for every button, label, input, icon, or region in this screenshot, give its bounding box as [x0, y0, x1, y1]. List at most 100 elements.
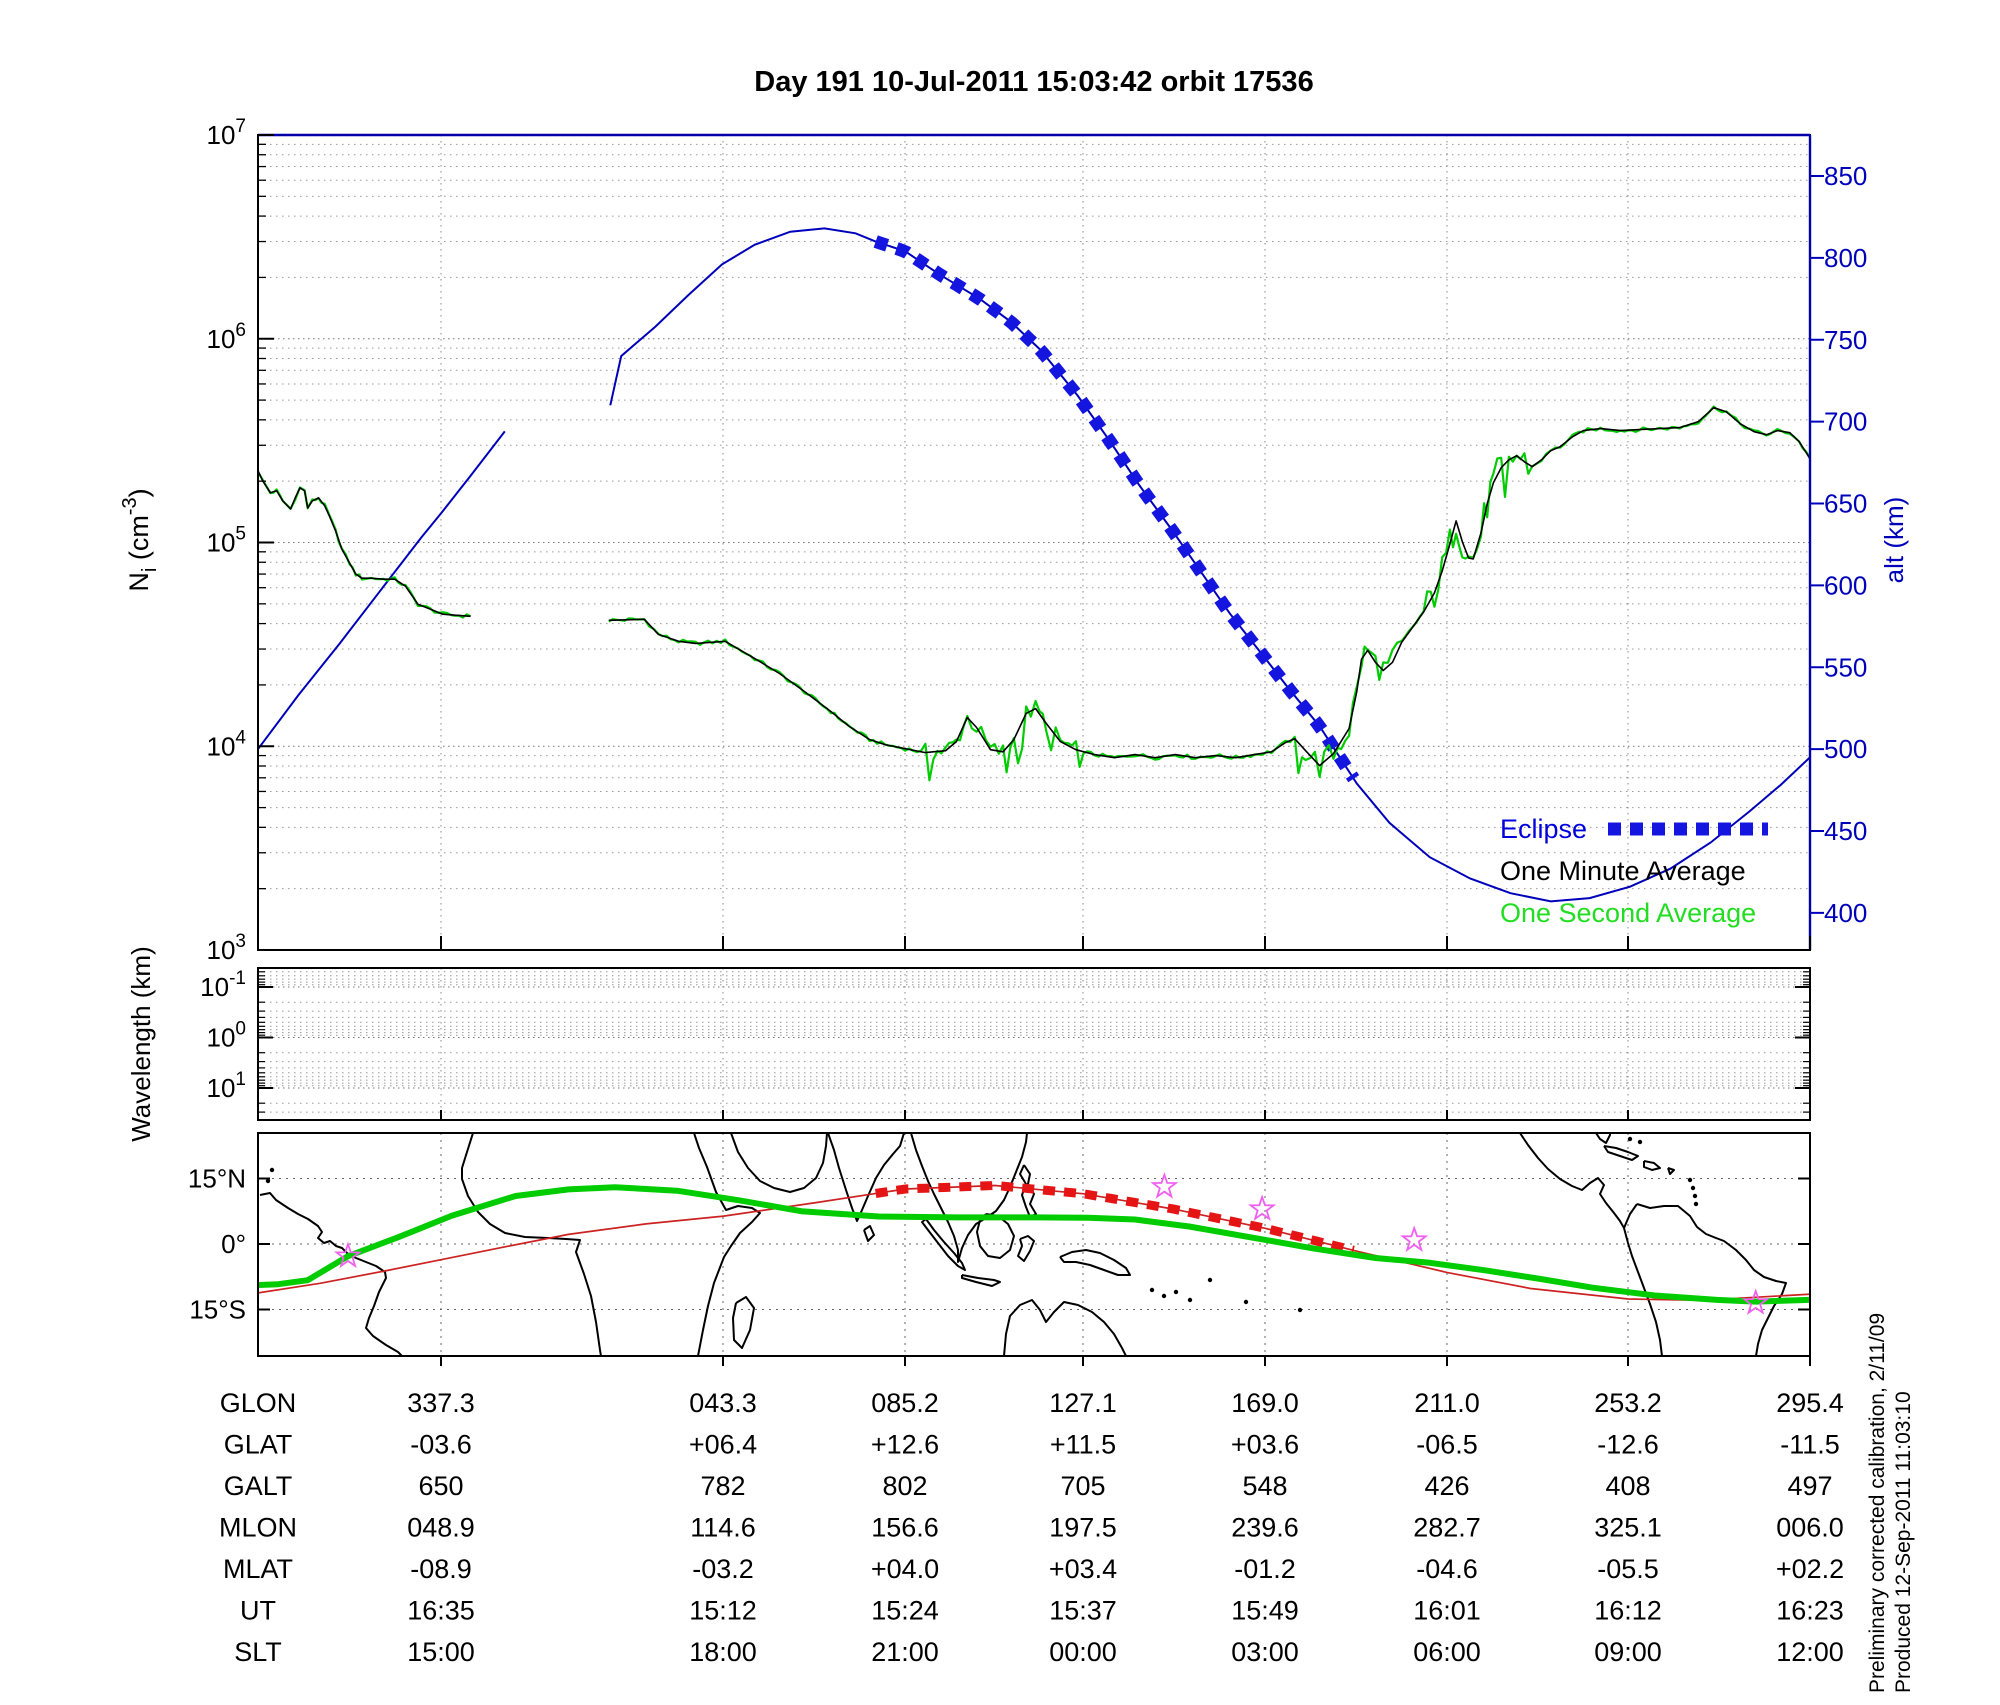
alt-tick-label: 700: [1824, 407, 1867, 437]
coastline: [1017, 1235, 1035, 1262]
dip-equator-track: [259, 1184, 1809, 1305]
map-lat-label: 15°N: [188, 1163, 246, 1193]
side-note-calibration: Preliminary corrected calibration, 2/11/…: [1866, 1313, 1889, 1693]
coastline: [961, 1274, 1001, 1287]
map-lat-label: 15°S: [189, 1295, 246, 1325]
table-cell-slt-5: 06:00: [1413, 1637, 1481, 1667]
coastline: [921, 1218, 966, 1271]
coastline: [693, 1134, 761, 1355]
table-cell-galt-7: 497: [1787, 1471, 1832, 1501]
island-dot: [1149, 1287, 1155, 1293]
side-note-produced: Produced 12-Sep-2011 11:03:10: [1892, 1391, 1915, 1693]
table-cell-slt-7: 12:00: [1776, 1637, 1844, 1667]
table-cell-glon-3: 127.1: [1049, 1388, 1117, 1418]
chart-title: Day 191 10-Jul-2011 15:03:42 orbit 17536: [754, 66, 1313, 98]
table-row-label-glat: GLAT: [224, 1430, 293, 1460]
gridlines: [258, 135, 1811, 1356]
table-cell-mlon-4: 239.6: [1231, 1513, 1299, 1543]
coastline: [863, 1225, 875, 1242]
table-cell-galt-2: 802: [882, 1471, 927, 1501]
one-minute-average-curve: [259, 471, 471, 618]
table-cell-mlon-3: 197.5: [1049, 1513, 1117, 1543]
coastline: [461, 1134, 602, 1355]
altitude-curve: [609, 227, 1809, 903]
density-tick-label: 103: [207, 931, 247, 965]
table-cell-galt-1: 782: [700, 1471, 745, 1501]
density-axis-label: Ni (cm-3): [119, 488, 161, 591]
table-row-label-mlat: MLAT: [223, 1554, 293, 1584]
coastline: [1595, 1134, 1611, 1144]
map-lat-label: 0°: [221, 1229, 246, 1259]
table-cell-mlat-6: -05.5: [1597, 1554, 1659, 1584]
table-cell-mlon-6: 325.1: [1594, 1513, 1662, 1543]
table-cell-galt-3: 705: [1060, 1471, 1105, 1501]
island-dot: [1692, 1193, 1698, 1199]
table-cell-glon-0: 337.3: [407, 1388, 475, 1418]
table-cell-mlat-1: -03.2: [692, 1554, 754, 1584]
table-cell-galt-0: 650: [418, 1471, 463, 1501]
table-cell-slt-3: 00:00: [1049, 1637, 1117, 1667]
density-tick-label: 107: [207, 116, 247, 150]
one-second-average-curve: [259, 471, 472, 619]
table-cell-slt-1: 18:00: [689, 1637, 757, 1667]
density-tick-label: 104: [207, 727, 247, 761]
table-cell-ut-6: 16:12: [1594, 1596, 1662, 1626]
table-row-label-glon: GLON: [220, 1388, 297, 1418]
table-cell-glon-2: 085.2: [871, 1388, 939, 1418]
alt-tick-label: 850: [1824, 161, 1867, 191]
table-cell-ut-7: 16:23: [1776, 1596, 1844, 1626]
table-cell-ut-0: 16:35: [407, 1596, 475, 1626]
table-cell-ut-2: 15:24: [871, 1596, 939, 1626]
table-cell-mlat-4: -01.2: [1234, 1554, 1296, 1584]
data-curves: [259, 227, 1809, 903]
table-cell-glat-3: +11.5: [1050, 1430, 1116, 1460]
table-cell-slt-2: 21:00: [871, 1637, 939, 1667]
one-second-average-curve: [608, 405, 1809, 782]
wavelength-panel-frame: [257, 967, 1811, 1121]
alt-tick-label: 800: [1824, 243, 1867, 273]
table-cell-glon-7: 295.4: [1776, 1388, 1844, 1418]
altitude-curve: [259, 430, 506, 750]
island-dot: [1173, 1289, 1179, 1295]
legend-label-one-minute-average: One Minute Average: [1500, 856, 1746, 886]
table-cell-slt-0: 15:00: [407, 1637, 475, 1667]
wavelength-tick-label: 101: [207, 1069, 247, 1103]
island-dot: [1187, 1297, 1193, 1303]
density-axis-label: Ni (cm-3): [119, 488, 161, 591]
table-cell-glat-5: -06.5: [1416, 1430, 1478, 1460]
island-dot: [1161, 1293, 1167, 1299]
coastline: [1059, 1249, 1131, 1276]
eclipse-overlay: [873, 235, 1360, 783]
table-cell-mlon-2: 156.6: [871, 1513, 939, 1543]
alt-tick-label: 450: [1824, 816, 1867, 846]
wavelength-axis-label: Wavelength (km): [126, 946, 156, 1142]
table-cell-ut-3: 15:37: [1049, 1596, 1117, 1626]
island-dot: [265, 1178, 271, 1184]
alt-tick-label: 650: [1824, 489, 1867, 519]
table-cell-ut-4: 15:49: [1231, 1596, 1299, 1626]
island-dot: [1693, 1201, 1699, 1207]
star-marker: [333, 1241, 362, 1269]
table-cell-slt-6: 09:00: [1594, 1637, 1662, 1667]
star-marker: [1248, 1194, 1277, 1222]
table-cell-mlat-5: -04.6: [1416, 1554, 1478, 1584]
alt-tick-label: 550: [1824, 652, 1867, 682]
coastline: [730, 1134, 828, 1193]
table-cell-glon-1: 043.3: [689, 1388, 757, 1418]
coastline: [1623, 1227, 1663, 1355]
table-cell-mlon-7: 006.0: [1776, 1513, 1844, 1543]
alt-tick-label: 600: [1824, 570, 1867, 600]
coastline: [976, 1213, 1015, 1259]
axis-ticks: [258, 134, 1824, 1366]
table-cell-slt-4: 03:00: [1231, 1637, 1299, 1667]
alt-tick-label: 500: [1824, 734, 1867, 764]
table-cell-mlon-0: 048.9: [407, 1513, 475, 1543]
table-row-label-galt: GALT: [224, 1471, 293, 1501]
one-minute-average-curve: [608, 406, 1809, 767]
table-cell-ut-5: 16:01: [1413, 1596, 1481, 1626]
star-marker: [1400, 1225, 1429, 1253]
legend: Eclipse One Minute Average One Second Aver…: [1500, 814, 1768, 928]
table-cell-glon-5: 211.0: [1414, 1388, 1480, 1418]
